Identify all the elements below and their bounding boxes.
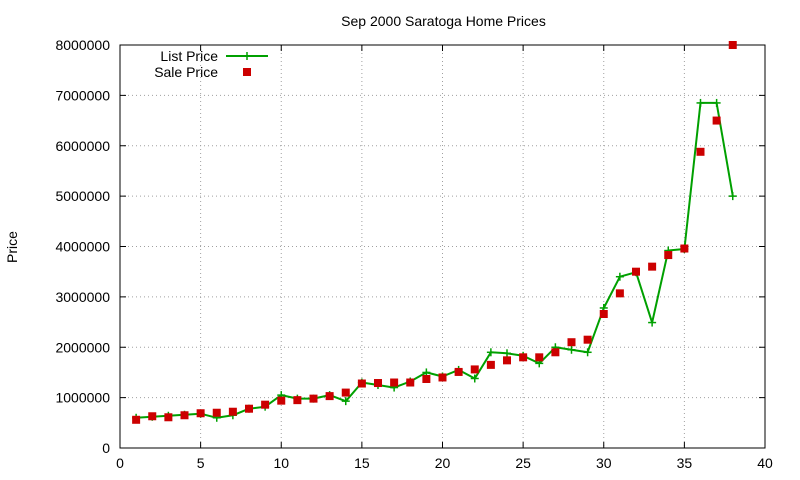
y-tick-label: 4000000: [55, 239, 110, 255]
axis-ticks: 0 5 10 15 20 25 30 35 40 0 1000000 2000000 3000000 40…: [55, 37, 773, 471]
y-tick-label: 5000000: [55, 188, 110, 204]
sale-price-point: [583, 335, 592, 344]
sale-price-point: [599, 310, 608, 319]
sale-price-point: [567, 338, 576, 347]
sale-price-point: [486, 360, 495, 369]
list-price-point: [615, 272, 624, 281]
sale-price-point: [228, 407, 237, 416]
sale-price-point: [180, 411, 189, 420]
legend-label: List Price: [160, 48, 218, 64]
series-list-price: [132, 98, 737, 422]
legend-entry: List Price: [160, 48, 268, 64]
sale-price-point: [712, 116, 721, 125]
list-price-line: [136, 101, 734, 419]
legend-square-swatch: [243, 68, 251, 76]
sale-price-point: [164, 413, 173, 422]
sale-price-point: [696, 147, 705, 156]
sale-price-point: [454, 367, 463, 376]
sale-price-point: [535, 353, 544, 362]
sale-price-point: [728, 41, 737, 49]
x-tick-label: 30: [596, 455, 612, 471]
y-tick-label: 1000000: [55, 390, 110, 406]
y-tick-label: 8000000: [55, 37, 110, 53]
x-tick-label: 20: [435, 455, 451, 471]
sale-price-point: [277, 396, 286, 405]
legend-entry: Sale Price: [154, 64, 251, 80]
chart-title: Sep 2000 Saratoga Home Prices: [341, 13, 546, 29]
sale-price-point: [325, 392, 334, 401]
sale-price-point: [390, 378, 399, 387]
sale-price-point: [406, 378, 415, 387]
list-price-point: [712, 98, 721, 107]
sale-price-point: [648, 262, 657, 271]
sale-price-point: [503, 356, 511, 365]
list-price-point: [583, 348, 592, 357]
list-price-point: [470, 374, 479, 383]
sale-price-point: [470, 365, 479, 374]
list-price-point: [648, 318, 657, 327]
legend-label: Sale Price: [154, 64, 218, 80]
sale-price-point: [357, 379, 366, 388]
list-price-point: [696, 98, 705, 107]
x-tick-label: 35: [677, 455, 693, 471]
list-price-point: [486, 348, 495, 357]
y-tick-label: 3000000: [55, 289, 110, 305]
sale-price-point: [261, 400, 270, 409]
sale-price-point: [148, 412, 157, 421]
sale-price-point: [341, 388, 350, 397]
y-tick-label: 2000000: [55, 339, 110, 355]
list-price-point: [567, 345, 576, 354]
x-tick-label: 40: [757, 455, 773, 471]
list-price-point: [341, 397, 350, 406]
y-tick-label: 0: [102, 440, 110, 456]
list-price-point: [728, 192, 737, 201]
sale-price-point: [132, 415, 141, 424]
sale-price-point: [212, 408, 221, 417]
sale-price-point: [632, 267, 640, 276]
x-tick-label: 25: [515, 455, 531, 471]
sale-price-point: [422, 374, 431, 383]
sale-price-point: [615, 289, 624, 298]
series-sale-price: [132, 41, 737, 424]
x-tick-label: 10: [273, 455, 289, 471]
sale-price-point: [374, 379, 382, 388]
y-tick-label: 7000000: [55, 87, 110, 103]
x-tick-label: 15: [354, 455, 370, 471]
y-tick-label: 6000000: [55, 138, 110, 154]
sale-price-point: [551, 348, 560, 357]
x-tick-label: 5: [197, 455, 205, 471]
y-axis-label: Price: [4, 231, 20, 263]
sale-price-point: [309, 394, 318, 403]
sale-price-point: [680, 244, 689, 253]
x-tick-label: 0: [116, 455, 124, 471]
grid: [120, 45, 765, 448]
sale-price-point: [438, 373, 447, 382]
sale-price-point: [196, 409, 205, 418]
series: [132, 41, 737, 424]
sale-price-point: [519, 353, 528, 362]
list-price-point: [503, 349, 511, 358]
legend-plus-swatch: [243, 52, 251, 60]
sale-price-point: [245, 404, 253, 413]
sale-price-point: [664, 251, 673, 260]
sale-price-point: [293, 396, 302, 405]
